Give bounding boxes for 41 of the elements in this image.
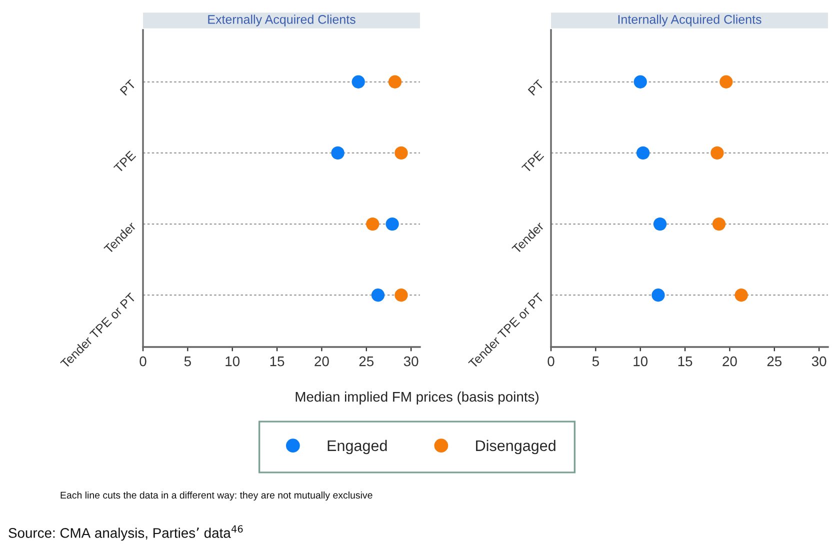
point	[712, 217, 726, 231]
point	[636, 146, 650, 160]
x-tick-label: 5	[184, 356, 191, 366]
x-tick-label: 25	[359, 356, 374, 366]
x-tick-label: 10	[226, 356, 240, 366]
point	[386, 217, 399, 231]
x-tick-label: 25	[767, 356, 782, 366]
x-tick-label: 20	[314, 356, 329, 366]
point	[352, 75, 365, 88]
text: Each line cuts the data in a different way: they are not mutually exclusive	[60, 491, 372, 501]
x-tick-label: 30	[812, 356, 826, 366]
x-tick-label: 30	[404, 356, 418, 366]
x-tick-label: 5	[592, 356, 599, 366]
y-tick-label: PT	[120, 79, 136, 96]
x-tick-label: 10	[634, 356, 648, 366]
point	[653, 217, 667, 231]
point	[710, 146, 724, 160]
x-tick-label: 0	[548, 356, 554, 366]
legend-label: Engaged	[328, 440, 387, 454]
point	[634, 75, 647, 88]
point	[331, 146, 344, 160]
x-tick-label: 0	[140, 356, 146, 366]
y-tick-label: PT	[528, 79, 544, 96]
x-tick-label: 15	[270, 356, 284, 366]
chart-title: Externally Acquired Clients	[208, 14, 356, 26]
x-tick-label: 15	[678, 356, 692, 366]
y-tick-label: TPE	[521, 150, 544, 174]
point	[720, 75, 733, 88]
point	[394, 288, 408, 302]
point	[734, 288, 748, 302]
point	[366, 217, 380, 231]
point	[388, 75, 402, 88]
point	[652, 288, 665, 302]
source-note: Source: CMA analysis, Parties’ data$^{46}$	[8, 525, 243, 541]
point	[394, 146, 408, 160]
chart-title: Internally Acquired Clients	[618, 14, 762, 26]
x-axis-title: Median implied FM prices (basis points)	[296, 392, 538, 404]
x-tick-label: 20	[722, 356, 737, 366]
point	[371, 288, 385, 302]
y-tick-label: TPE	[113, 150, 136, 174]
legend-label: Disengaged	[476, 440, 556, 454]
